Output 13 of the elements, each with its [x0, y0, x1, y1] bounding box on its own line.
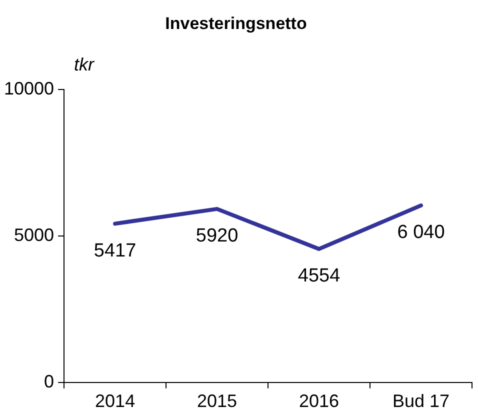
x-tick-label: 2016 — [298, 391, 340, 412]
chart-title: Investeringsnetto — [165, 14, 307, 33]
x-tick-label: 2014 — [95, 391, 136, 412]
y-tick-label: 5000 — [14, 224, 54, 245]
y-tick-label: 10000 — [4, 78, 54, 98]
data-label: 5417 — [94, 240, 136, 262]
data-label: 5920 — [196, 226, 238, 247]
x-tick-label: Bud 17 — [392, 391, 450, 412]
y-tick-label: 0 — [44, 371, 54, 392]
x-tick-label: 2015 — [197, 391, 238, 412]
data-label: 4554 — [298, 266, 341, 287]
data-label: 6 040 — [397, 222, 445, 244]
y-axis-title: tkr — [74, 54, 96, 74]
